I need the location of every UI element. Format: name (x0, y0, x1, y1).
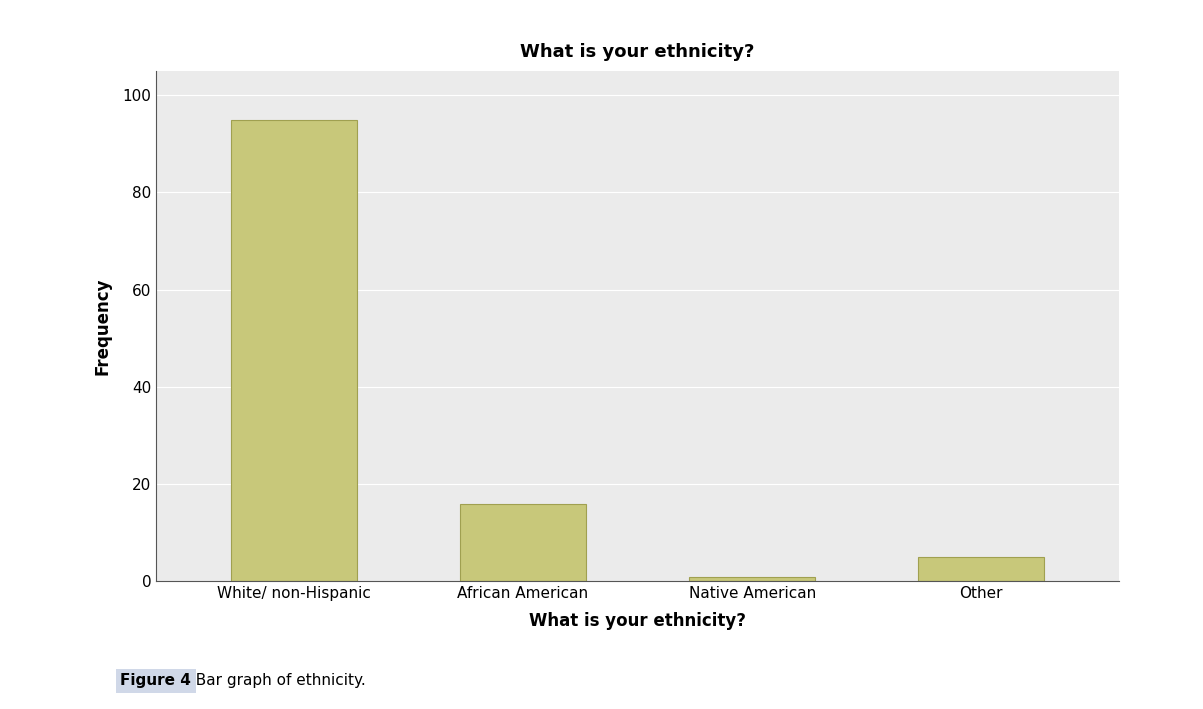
X-axis label: What is your ethnicity?: What is your ethnicity? (529, 613, 746, 630)
Bar (918, 557, 1044, 581)
Bar (460, 503, 586, 581)
Text: Bar graph of ethnicity.: Bar graph of ethnicity. (186, 673, 366, 688)
Y-axis label: Frequency: Frequency (94, 277, 112, 375)
Bar (231, 120, 357, 581)
Title: What is your ethnicity?: What is your ethnicity? (521, 43, 754, 61)
Text: Figure 4: Figure 4 (120, 673, 191, 688)
Bar (689, 576, 816, 581)
